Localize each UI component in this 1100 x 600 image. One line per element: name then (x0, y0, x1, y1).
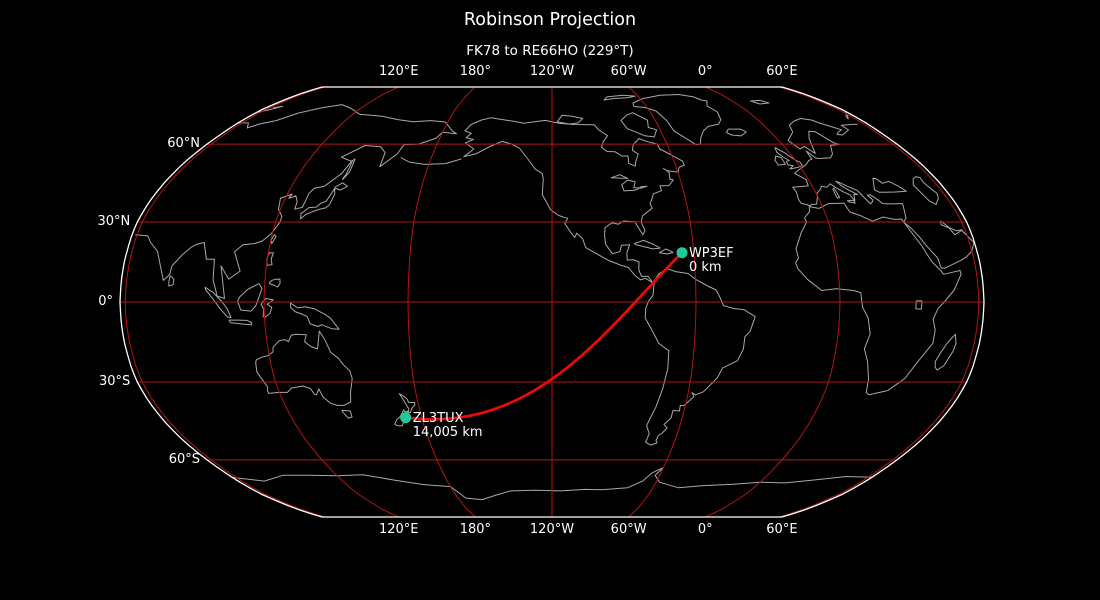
graticule-layer (119, 86, 985, 518)
route-marker-zl3tux (400, 412, 412, 424)
coastline-aleutian-islands (400, 157, 462, 165)
route-layer (404, 251, 684, 421)
coastline-sumatra (204, 286, 232, 319)
coastline-iceland (726, 128, 747, 137)
coastline-baffin-island (620, 112, 658, 138)
route-subtitle: FK78 to RE66HO (229°T) (466, 43, 634, 59)
coastline-africa (795, 202, 962, 396)
coastline-ireland (774, 155, 786, 166)
lat-tick-2: 0° (98, 294, 113, 309)
lon-tick-top-5: 60°E (766, 64, 798, 79)
lon-tick-top-3: 60°W (610, 64, 647, 79)
marker-distance: 0 km (688, 259, 722, 275)
marker-label-zl3tux: ZL3TUX 14,005 km (412, 410, 483, 440)
coastline-north-america (463, 117, 685, 284)
coastline-great-britain (774, 147, 803, 170)
lon-tick-bottom-2: 120°W (529, 522, 575, 537)
coastline-sri-lanka (168, 275, 175, 287)
coastline-madagascar (934, 333, 957, 371)
coastline-taiwan (270, 234, 277, 245)
lon-tick-bottom-0: 120°E (378, 522, 419, 537)
coastline-black-sea (872, 177, 907, 193)
lon-tick-top-2: 120°W (529, 64, 575, 79)
coastline-sulawesi (260, 298, 274, 318)
meridian-120 (263, 86, 400, 518)
lon-tick-bottom-5: 60°E (766, 522, 798, 537)
meridian-edge-west (124, 86, 326, 518)
marker-callsign: WP3EF (688, 245, 734, 261)
coastline-novaya-zemlya (258, 105, 849, 120)
lon-tick-top-4: 0° (697, 64, 713, 79)
coastline-svalbard (750, 99, 770, 105)
page-title: Robinson Projection (463, 10, 637, 30)
marker-distance: 14,005 km (412, 424, 483, 440)
meridian-edge-east (778, 86, 980, 518)
coastline-sakhalin (342, 158, 356, 181)
coastline-layer (135, 94, 975, 501)
lon-tick-bottom-1: 180° (459, 522, 492, 537)
coastline-lake-victoria (915, 300, 923, 310)
coastline-mindanao (269, 278, 281, 288)
coastline-eurasia (135, 104, 975, 299)
meridian--60 (628, 86, 697, 518)
lon-tick-top-1: 180° (459, 64, 492, 79)
coastline-new-zealand-north (398, 393, 416, 414)
lat-tick-4: 60°S (168, 451, 200, 467)
coastline-sicily (847, 199, 856, 204)
coastline-lake-superior (610, 174, 629, 179)
lon-tick-top-0: 120°E (378, 64, 419, 79)
route-marker-wp3ef (676, 247, 688, 259)
meridian-0 (704, 86, 841, 518)
coastline-sardinia-corsica (832, 187, 841, 199)
coastline-borneo (237, 283, 263, 312)
coastline-cuba (633, 239, 661, 250)
lon-tick-bottom-3: 60°W (610, 522, 647, 537)
coastline-new-guinea (289, 302, 340, 330)
map-outline (119, 86, 985, 518)
meridian-180 (407, 86, 476, 518)
coastline-greenland (632, 94, 722, 146)
coastline-japan (300, 182, 348, 220)
coastline-tasmania (341, 409, 353, 419)
great-circle-path (404, 251, 684, 421)
projection-boundary-layer (119, 86, 985, 518)
lat-tick-3: 30°S (98, 373, 131, 389)
marker-callsign: ZL3TUX (412, 410, 464, 426)
lon-tick-bottom-4: 0° (697, 522, 713, 537)
coastline-hispaniola (659, 248, 674, 255)
marker-layer (400, 247, 688, 424)
marker-label-wp3ef: WP3EF 0 km (688, 245, 734, 275)
lat-tick-1: 30°N (97, 214, 131, 230)
coastline-java (228, 319, 253, 326)
coastline-ellesmere-island (603, 94, 636, 101)
coastline-victoria-island (556, 114, 584, 125)
coastline-south-america (644, 268, 756, 446)
coastline-australia (255, 330, 353, 406)
coastline-great-lakes-east (621, 179, 648, 192)
coastline-caspian-sea (912, 176, 939, 205)
coastline-antarctica (233, 467, 872, 501)
lat-tick-0: 60°N (167, 136, 200, 152)
